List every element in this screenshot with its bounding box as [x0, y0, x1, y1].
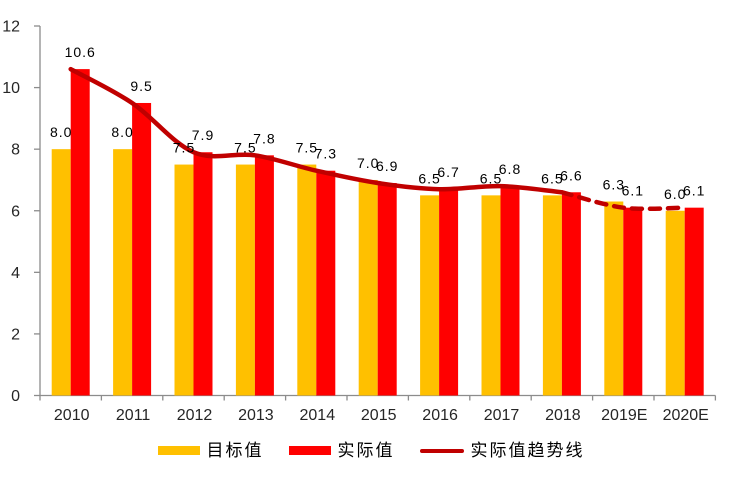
data-labels-group: 8.010.68.09.57.57.97.57.87.57.37.06.96.5… — [50, 44, 705, 202]
y-axis-tick-label: 0 — [11, 388, 20, 405]
data-label-actual-2017: 6.8 — [499, 161, 521, 177]
x-axis-category-label: 2010 — [54, 407, 90, 424]
data-label-target-2013: 7.5 — [234, 140, 256, 156]
bar-actual-2011 — [132, 102, 152, 396]
x-axis-category-label: 2017 — [484, 407, 520, 424]
legend-item-trendline: 实际值趋势线 — [419, 441, 585, 460]
data-label-target-2020E: 6.0 — [664, 186, 686, 202]
bar-series-group — [51, 69, 704, 396]
bar-actual-2012 — [193, 152, 213, 396]
y-axis-tick-label: 4 — [11, 265, 20, 282]
bar-actual-2010 — [70, 69, 90, 396]
trend-line-dashed — [559, 190, 687, 212]
data-label-actual-2010: 10.6 — [65, 44, 96, 60]
data-label-target-2014: 7.5 — [296, 140, 318, 156]
legend-label-trendline: 实际值趋势线 — [470, 441, 585, 460]
bar-actual-2017 — [500, 186, 520, 396]
bar-target-2010 — [51, 149, 71, 396]
bar-target-2013 — [235, 164, 255, 396]
data-label-actual-2019E: 6.1 — [622, 183, 644, 199]
data-label-target-2018: 6.5 — [541, 170, 563, 186]
y-axis-tick-label: 8 — [11, 142, 20, 159]
trend-line-solid — [68, 66, 565, 195]
data-label-target-2010: 8.0 — [50, 124, 72, 140]
data-label-target-2019E: 6.3 — [603, 177, 625, 193]
data-label-actual-2018: 6.6 — [560, 167, 582, 183]
legend-swatch-actual — [288, 446, 331, 455]
bar-target-2012 — [174, 164, 194, 396]
y-axis-tick-label: 6 — [11, 203, 20, 220]
data-label-actual-2013: 7.8 — [253, 130, 275, 146]
legend-item-actual: 实际值 — [288, 441, 395, 460]
legend-item-target: 目标值 — [157, 441, 264, 460]
y-axis-tick-label: 2 — [11, 326, 20, 343]
x-axis-category-label: 2012 — [177, 407, 213, 424]
data-label-target-2015: 7.0 — [357, 155, 379, 171]
combo-chart: 0 2 4 6 8 10 12 2010 2011 2012 2013 2014 2015 2016 201… — [2, 19, 717, 424]
data-label-target-2012: 7.5 — [173, 140, 195, 156]
bar-target-2011 — [113, 149, 133, 396]
chart-legend: 目标值 实际值 实际值趋势线 — [0, 442, 742, 459]
x-axis-category-label: 2018 — [545, 407, 581, 424]
y-axis-tick-label: 12 — [2, 19, 20, 36]
legend-swatch-trendline — [419, 448, 464, 453]
data-label-target-2017: 6.5 — [480, 170, 502, 186]
bar-target-2015 — [358, 179, 378, 396]
data-label-target-2016: 6.5 — [418, 170, 440, 186]
x-axis-category-label: 2013 — [238, 407, 274, 424]
x-axis-category-label: 2011 — [116, 407, 151, 424]
bar-target-2014 — [297, 164, 317, 396]
bar-target-2020E — [665, 210, 685, 396]
bar-target-2017 — [481, 195, 501, 396]
bar-actual-2013 — [254, 155, 274, 396]
bar-actual-2016 — [439, 189, 459, 396]
bar-actual-2014 — [316, 170, 336, 396]
bar-target-2018 — [542, 195, 562, 396]
trend-line-group — [68, 66, 687, 212]
data-label-actual-2020E: 6.1 — [683, 183, 705, 199]
x-axis-category-label: 2020E — [663, 407, 709, 424]
data-label-actual-2014: 7.3 — [315, 146, 337, 162]
bar-actual-2019E — [623, 207, 643, 396]
data-label-actual-2011: 9.5 — [130, 78, 152, 94]
x-axis-category-label: 2014 — [300, 407, 336, 424]
data-label-actual-2012: 7.9 — [192, 127, 214, 143]
bar-actual-2018 — [561, 192, 581, 396]
x-axis-category-label: 2015 — [361, 407, 397, 424]
y-axis-tick-label: 10 — [2, 80, 20, 97]
x-axis-category-label: 2019E — [601, 407, 647, 424]
x-axis-category-label: 2016 — [422, 407, 458, 424]
bar-actual-2015 — [377, 183, 397, 396]
legend-label-actual: 实际值 — [337, 441, 395, 460]
bar-actual-2020E — [684, 207, 704, 396]
legend-swatch-target — [157, 446, 200, 455]
bar-target-2019E — [604, 201, 624, 396]
legend-label-target: 目标值 — [206, 441, 264, 460]
data-label-actual-2016: 6.7 — [437, 164, 459, 180]
data-label-actual-2015: 6.9 — [376, 158, 398, 174]
bar-target-2016 — [420, 195, 440, 396]
data-label-target-2011: 8.0 — [111, 124, 133, 140]
